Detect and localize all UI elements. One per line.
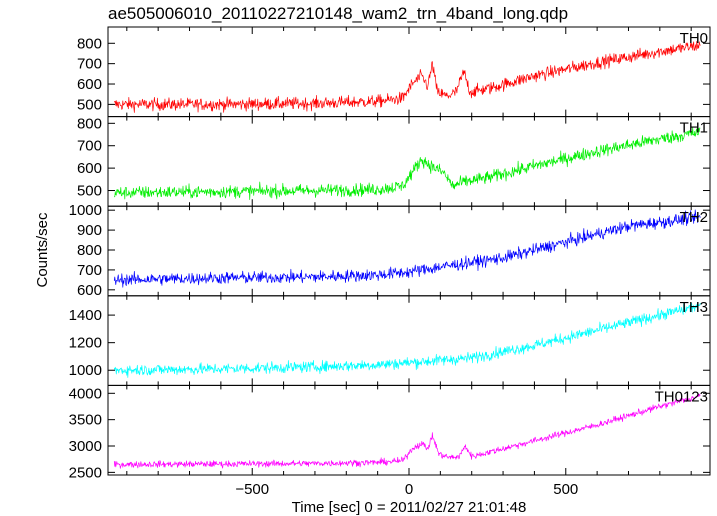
y-tick-label: 600 [77, 282, 102, 299]
y-tick-label: 800 [77, 35, 102, 52]
y-tick-label: 800 [77, 115, 102, 132]
panel-th0: 500 600 700 800 TH0 [77, 26, 711, 118]
series-label-th0: TH0 [680, 30, 708, 47]
panel-th3: 1000 1200 1400 TH3 [69, 295, 711, 386]
series-label-th1: TH1 [680, 120, 708, 137]
x-tick-label: −500 [235, 481, 269, 498]
y-tick-label: 4000 [69, 385, 102, 402]
x-tick-label: 0 [405, 481, 413, 498]
y-tick-label: 700 [77, 138, 102, 155]
panel-stack: 500 600 700 800 TH0 500 600 700 800 TH1 600 700 800 9… [69, 26, 711, 481]
y-tick-label: 700 [77, 262, 102, 279]
series-label-th2: TH2 [680, 209, 708, 226]
y-tick-label: 2500 [69, 464, 102, 481]
chart-title: ae505006010_20110227210148_wam2_trn_4ban… [108, 4, 568, 23]
x-axis: −500 0 500 [235, 481, 578, 498]
y-tick-label: 500 [77, 183, 102, 200]
panel-frame [107, 26, 711, 118]
y-tick-label: 1000 [69, 362, 102, 379]
y-tick-label: 3500 [69, 412, 102, 429]
y-tick-label: 600 [77, 76, 102, 93]
y-tick-label: 1400 [69, 307, 102, 324]
y-tick-label: 700 [77, 56, 102, 73]
panel-frame [107, 384, 711, 476]
series-line-th2 [113, 209, 701, 288]
y-tick-label: 500 [77, 96, 102, 113]
panel-th2: 600 700 800 900 1000 TH2 [69, 202, 711, 299]
y-tick-label: 1200 [69, 335, 102, 352]
series-label-th0123: TH0123 [655, 388, 708, 405]
y-tick-label: 600 [77, 160, 102, 177]
series-line-th0123 [113, 393, 701, 469]
series-line-th1 [113, 127, 701, 200]
panel-th1: 500 600 700 800 TH1 [77, 115, 711, 207]
x-axis-label: Time [sec] 0 = 2011/02/27 21:01:48 [292, 499, 527, 516]
x-tick-label: 500 [553, 481, 578, 498]
y-tick-label: 1000 [69, 202, 102, 219]
y-tick-label: 3000 [69, 438, 102, 455]
series-line-th0 [113, 41, 701, 113]
series-label-th3: TH3 [680, 299, 708, 316]
y-tick-label: 900 [77, 222, 102, 239]
y-axis-label: Counts/sec [34, 212, 51, 288]
series-line-th3 [113, 302, 701, 378]
panel-frame [107, 116, 711, 207]
y-tick-label: 800 [77, 242, 102, 259]
panel-th0123: 2500 3000 3500 4000 TH0123 [69, 384, 711, 481]
